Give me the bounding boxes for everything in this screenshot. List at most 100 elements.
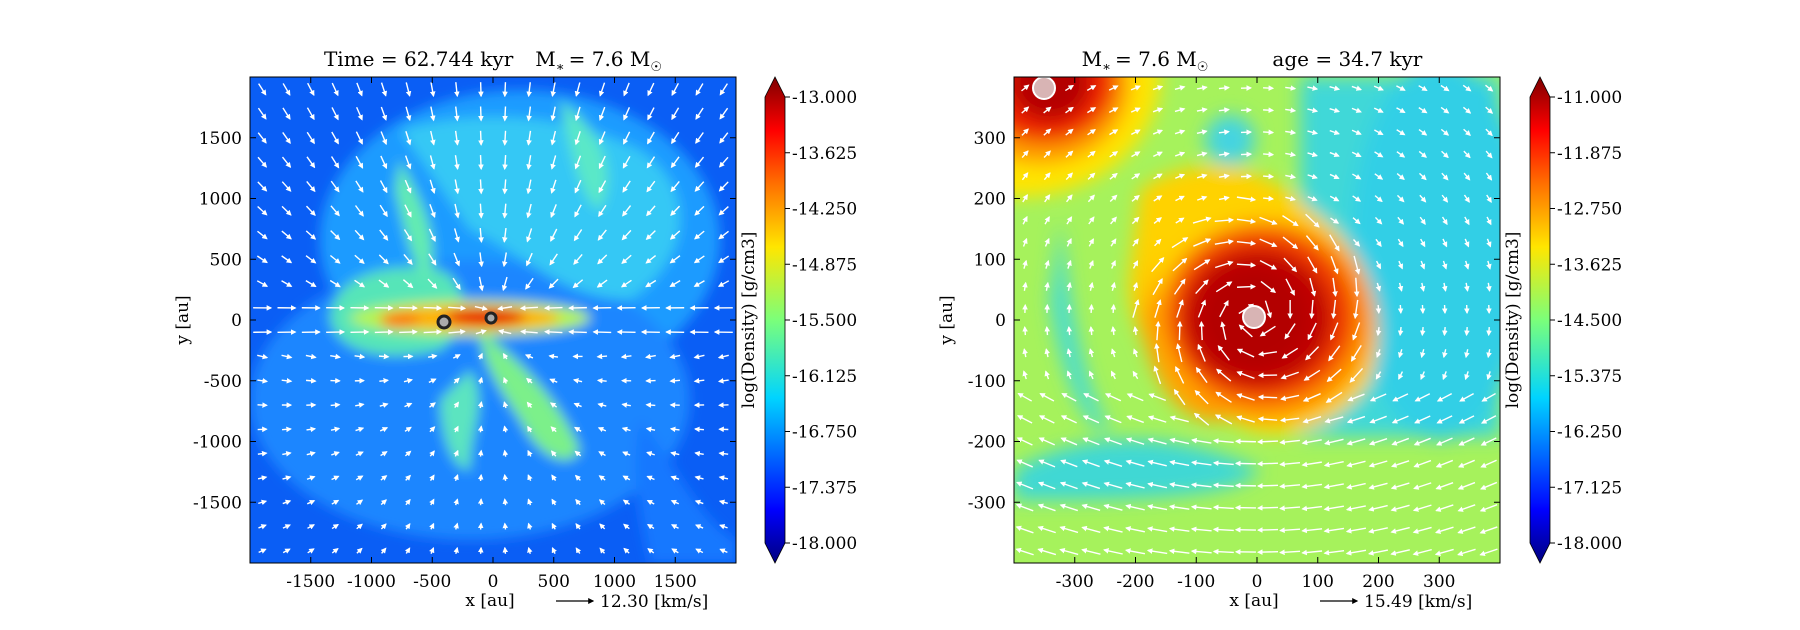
velocity-arrow [1103, 525, 1123, 533]
velocity-arrow [1373, 107, 1384, 113]
velocity-arrow [282, 450, 292, 457]
velocity-arrow [1353, 255, 1361, 275]
velocity-arrow [543, 305, 563, 311]
left-colorbar: -13.000 -13.625 -14.250 -14.875 -15.500 -16.1… [739, 76, 857, 564]
velocity-arrow [550, 204, 557, 218]
velocity-arrow [454, 82, 460, 98]
velocity-arrow [404, 547, 411, 554]
velocity-arrow [429, 155, 436, 170]
velocity-arrow [1257, 416, 1278, 422]
velocity-arrow [1060, 415, 1077, 424]
velocity-arrow [282, 475, 292, 481]
velocity-arrow [354, 205, 364, 217]
velocity-arrow [1328, 345, 1341, 362]
velocity-arrow [477, 425, 484, 433]
y-tick-label: 1500 [199, 129, 242, 149]
right-y-axis-label: y [au] [937, 295, 957, 345]
velocity-arrow [1043, 128, 1052, 136]
velocity-arrow [1236, 283, 1256, 290]
velocity-arrow [330, 180, 340, 193]
velocity-arrow [548, 278, 559, 289]
velocity-arrow [502, 227, 508, 243]
velocity-arrow [1396, 85, 1406, 91]
velocity-arrow [1457, 481, 1476, 490]
velocity-arrow [1459, 392, 1474, 402]
x-tick-label: 1500 [654, 572, 697, 592]
velocity-arrow [574, 426, 582, 433]
velocity-arrow [1131, 216, 1140, 225]
x-tick-label: -200 [1116, 572, 1154, 592]
velocity-arrow [1088, 370, 1095, 380]
velocity-arrow [1329, 85, 1341, 91]
velocity-arrow [502, 155, 508, 171]
velocity-arrow [1215, 281, 1233, 293]
velocity-arrow [1464, 371, 1470, 381]
velocity-arrow [1485, 84, 1494, 92]
velocity-arrow [1110, 348, 1117, 358]
velocity-arrow [1174, 107, 1186, 113]
velocity-arrow [502, 352, 509, 360]
velocity-arrow [694, 205, 705, 216]
velocity-arrow [1217, 345, 1230, 361]
velocity-arrow [429, 204, 436, 219]
velocity-arrow [1177, 320, 1183, 341]
sink-particle-icon [1032, 77, 1056, 100]
velocity-arrow [1132, 281, 1139, 291]
velocity-arrow [645, 279, 657, 288]
velocity-arrow [695, 83, 704, 96]
colorbar-tick-label: -15.500 [792, 311, 857, 331]
velocity-arrow [1212, 504, 1234, 511]
velocity-arrow [694, 426, 704, 433]
velocity-arrow [647, 548, 655, 554]
velocity-arrow [428, 378, 437, 384]
velocity-arrow [1060, 459, 1078, 468]
velocity-arrow [356, 547, 363, 554]
velocity-arrow [1457, 504, 1476, 512]
velocity-arrow [354, 353, 366, 360]
velocity-arrow [330, 205, 340, 217]
velocity-arrow [1258, 351, 1278, 357]
velocity-arrow [717, 280, 730, 287]
velocity-arrow [502, 106, 508, 122]
velocity-arrow [306, 451, 316, 457]
velocity-arrow [356, 499, 364, 506]
velocity-arrow [477, 352, 483, 360]
velocity-arrow [1044, 237, 1050, 247]
velocity-arrow [379, 180, 388, 194]
velocity-arrow [1215, 391, 1232, 403]
velocity-arrow [1087, 194, 1096, 203]
velocity-arrow [403, 378, 413, 384]
velocity-arrow [1462, 106, 1472, 114]
velocity-arrow [1169, 459, 1190, 467]
y-tick-label: 0 [995, 311, 1006, 331]
velocity-arrow [1175, 195, 1185, 202]
velocity-arrow [429, 402, 436, 408]
velocity-arrow [1486, 238, 1492, 248]
velocity-arrow [1015, 547, 1034, 556]
velocity-arrow [1218, 195, 1230, 202]
velocity-arrow [1110, 216, 1117, 225]
velocity-arrow [501, 252, 508, 268]
velocity-arrow [404, 402, 413, 408]
velocity-arrow [1044, 194, 1051, 203]
velocity-arrow [1302, 393, 1321, 402]
colorbar-tick-label: -14.875 [792, 255, 857, 275]
velocity-arrow [1390, 504, 1410, 512]
velocity-arrow [645, 353, 656, 360]
y-tick-label: -300 [968, 493, 1006, 513]
velocity-arrow [647, 82, 655, 97]
velocity-arrow [596, 377, 607, 384]
velocity-arrow [329, 254, 341, 264]
velocity-arrow [1236, 218, 1257, 224]
velocity-arrow [1391, 415, 1409, 424]
velocity-arrow [1442, 371, 1448, 381]
velocity-arrow [1193, 259, 1211, 271]
velocity-arrow [1374, 173, 1384, 180]
velocity-arrow [502, 522, 509, 530]
y-tick-label: 200 [974, 190, 1006, 210]
velocity-arrow [1345, 527, 1367, 534]
y-tick-label: 500 [210, 250, 242, 270]
velocity-arrow [1022, 281, 1028, 291]
velocity-arrow [1368, 460, 1388, 468]
velocity-arrow [1279, 439, 1300, 445]
